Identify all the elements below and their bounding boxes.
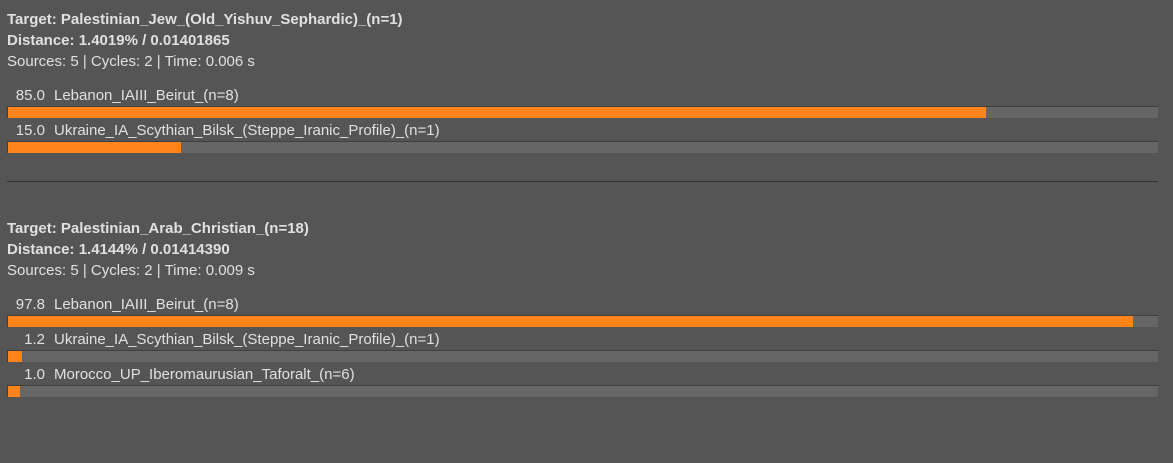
progress-track [7,385,1158,397]
target-title: Target: Palestinian_Jew_(Old_Yishuv_Seph… [7,11,403,28]
source-percent: 97.8 [15,296,45,313]
result-block: Target: Palestinian_Jew_(Old_Yishuv_Seph… [7,9,1158,155]
progress-track [7,350,1158,362]
stats-text: Sources: 5 | Cycles: 2 | Time: 0.009 s [7,262,255,279]
target-title: Target: Palestinian_Arab_Christian_(n=18… [7,220,309,237]
distance-text: Distance: 1.4144% / 0.01414390 [7,241,230,258]
source-name: Lebanon_IAIII_Beirut_(n=8) [54,87,239,104]
source-item: 85.0 Lebanon_IAIII_Beirut_(n=8) [7,85,1158,118]
progress-fill [8,316,1133,327]
source-item: 1.2 Ukraine_IA_Scythian_Bilsk_(Steppe_Ira… [7,329,1158,362]
result-block: Target: Palestinian_Arab_Christian_(n=18… [7,218,1158,399]
distance-text: Distance: 1.4019% / 0.01401865 [7,32,230,49]
source-item: 15.0 Ukraine_IA_Scythian_Bilsk_(Steppe_Ir… [7,120,1158,153]
source-percent: 85.0 [15,87,45,104]
source-item: 97.8 Lebanon_IAIII_Beirut_(n=8) [7,294,1158,327]
source-name: Ukraine_IA_Scythian_Bilsk_(Steppe_Iranic… [54,331,440,348]
progress-fill [8,351,22,362]
progress-track [7,315,1158,327]
progress-track [7,141,1158,153]
result-divider [7,181,1158,182]
progress-fill [8,107,986,118]
progress-fill [8,386,20,397]
source-percent: 1.2 [24,331,45,348]
source-percent: 15.0 [15,122,45,139]
source-name: Ukraine_IA_Scythian_Bilsk_(Steppe_Iranic… [54,122,440,139]
source-item: 1.0 Morocco_UP_Iberomaurusian_Taforalt_(n… [7,364,1158,397]
source-percent: 1.0 [24,366,45,383]
progress-track [7,106,1158,118]
source-name: Morocco_UP_Iberomaurusian_Taforalt_(n=6) [54,366,355,383]
progress-fill [8,142,181,153]
stats-text: Sources: 5 | Cycles: 2 | Time: 0.006 s [7,53,255,70]
source-name: Lebanon_IAIII_Beirut_(n=8) [54,296,239,313]
